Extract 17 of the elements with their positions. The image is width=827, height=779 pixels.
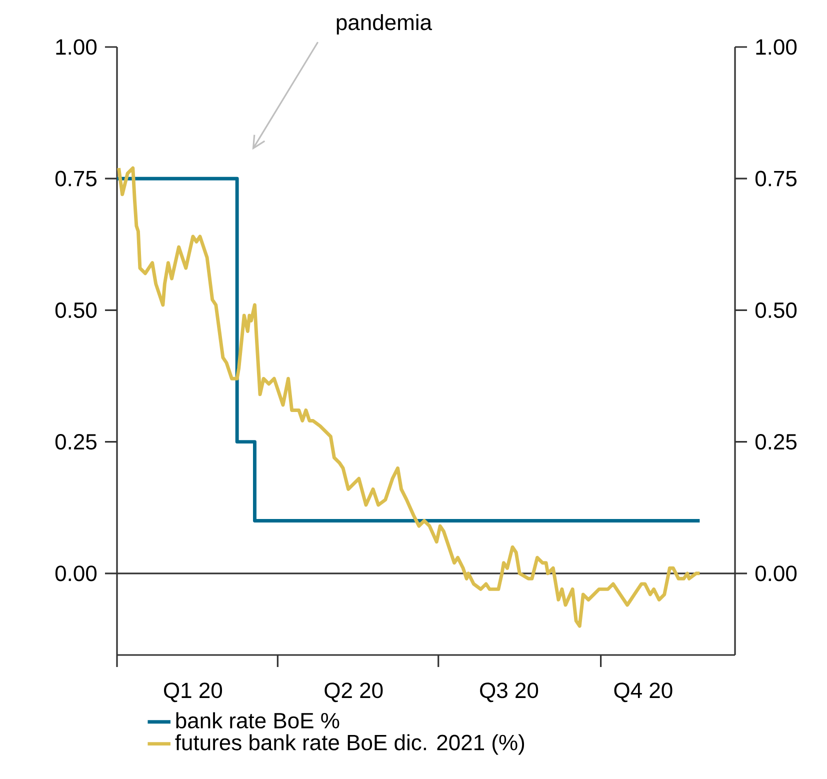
x-tick-label: Q1 20 xyxy=(164,682,222,702)
y-tick-label: 0.50 xyxy=(755,302,797,318)
x-tick-label: Q4 20 xyxy=(614,682,672,702)
y-tick-label: 0.00 xyxy=(755,566,797,582)
y-tick-label: 0.75 xyxy=(755,170,797,186)
y-tick-label: 1.00 xyxy=(756,39,797,55)
text: pandemia xyxy=(336,14,432,35)
legend-label: futures bank rate BoE dic. 2021 (%) xyxy=(175,734,524,755)
y2-tick-label: 0.75 xyxy=(55,170,96,186)
y-tick-label: 0.25 xyxy=(755,434,797,450)
y2-tick-label: 0.25 xyxy=(55,434,96,450)
y2-tick-label: 1.00 xyxy=(56,39,97,55)
x-tick-label: Q3 20 xyxy=(480,682,538,702)
y2-tick-label: 0.50 xyxy=(55,302,97,318)
legend-label: bank rate BoE % xyxy=(176,712,340,728)
x-tick-label: Q2 20 xyxy=(324,682,383,702)
y2-tick-label: 0.00 xyxy=(55,566,97,582)
